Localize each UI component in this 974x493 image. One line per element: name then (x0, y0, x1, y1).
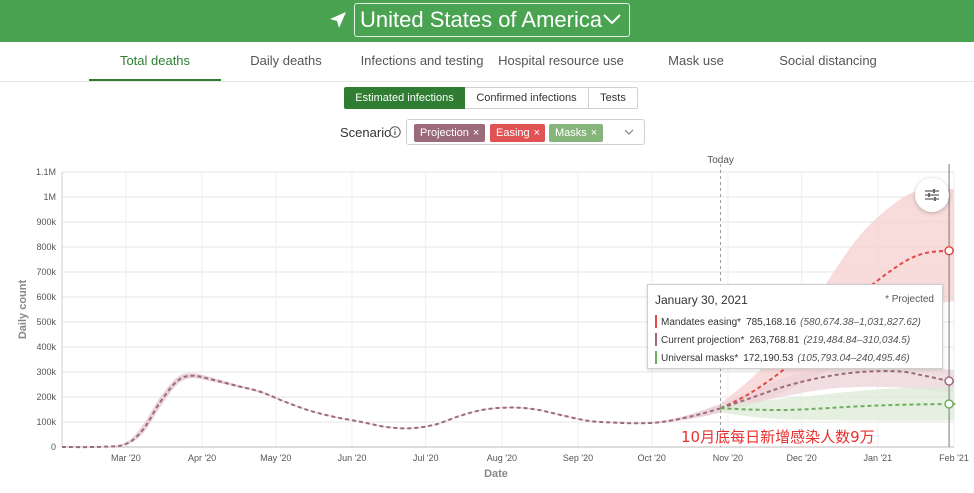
tooltip-value: 263,768.81 (749, 335, 800, 346)
x-tick-label: Jul '20 (413, 453, 439, 463)
tooltip-date: January 30, 2021 (655, 293, 748, 307)
y-tick-label: 500k (36, 317, 56, 327)
chip-masks-label: Masks (555, 127, 587, 139)
toggle-confirmed-infections[interactable]: Confirmed infections (465, 87, 589, 109)
metric-tabs: Total deaths Daily deaths Infections and… (0, 42, 974, 82)
x-tick-label: Mar '20 (111, 453, 141, 463)
x-tick-label: Dec '20 (787, 453, 817, 463)
chip-projection-remove[interactable]: × (472, 127, 480, 139)
scenario-label: Scenario (340, 125, 392, 140)
history-band (62, 373, 721, 448)
tooltip-range: (580,674.38–1,031,827.62) (800, 317, 921, 328)
y-tick-label: 100k (36, 417, 56, 427)
tab-infections-testing[interactable]: Infections and testing (360, 53, 484, 68)
y-tick-label: 600k (36, 292, 56, 302)
tab-mask-use[interactable]: Mask use (668, 53, 724, 68)
chevron-down-icon (603, 14, 621, 25)
x-tick-label: Jan '21 (863, 453, 892, 463)
country-select[interactable]: United States of America (354, 3, 630, 37)
series-band-2 (720, 386, 955, 421)
series-line-0 (720, 249, 955, 410)
tooltip-value: 172,190.53 (743, 353, 794, 364)
y-tick-label: 1.1M (36, 167, 56, 177)
x-axis-title: Date (484, 468, 508, 480)
x-tick-label: Aug '20 (487, 453, 517, 463)
tooltip-swatch (655, 351, 657, 364)
chip-easing-remove[interactable]: × (533, 127, 541, 139)
tooltip-swatch (655, 315, 657, 328)
series-line-1 (720, 370, 955, 410)
chip-projection[interactable]: Projection × (414, 124, 485, 142)
x-tick-label: Jun '20 (338, 453, 367, 463)
x-tick-label: Oct '20 (638, 453, 666, 463)
tooltip-range: (219,484.84–310,034.5) (803, 335, 911, 346)
top-bar: United States of America (0, 0, 974, 42)
y-tick-label: 0 (51, 442, 56, 452)
series-band-1 (720, 364, 954, 413)
today-label: Today (707, 155, 734, 166)
info-icon[interactable] (389, 126, 401, 138)
y-tick-label: 700k (36, 267, 56, 277)
tab-total-deaths[interactable]: Total deaths (119, 53, 191, 68)
history-line (61, 374, 721, 449)
location-arrow-icon[interactable] (328, 10, 348, 30)
sliders-icon (925, 189, 939, 201)
scenario-select[interactable]: Projection × Easing × Masks × (406, 119, 645, 145)
toggle-estimated-infections[interactable]: Estimated infections (344, 87, 465, 109)
tooltip-row: Mandates easing* 785,168.16 (580,674.38–1,… (655, 315, 921, 331)
chip-projection-label: Projection (420, 127, 469, 139)
x-tick-label: Feb '21 (939, 453, 969, 463)
annotation-text: 10月底每日新增感染人数9万 (681, 428, 875, 446)
tooltip-series-name: Universal masks* (661, 353, 739, 364)
active-tab-underline (89, 79, 221, 81)
tooltip-row: Current projection* 263,768.81 (219,484.84… (655, 333, 910, 349)
x-tick-label: Nov '20 (713, 453, 743, 463)
tab-social-distancing[interactable]: Social distancing (779, 53, 877, 68)
y-tick-label: 200k (36, 392, 56, 402)
chip-easing-label: Easing (496, 127, 530, 139)
tooltip: January 30, 2021 * Projected Mandates ea… (647, 284, 943, 369)
tab-hospital-resource-use[interactable]: Hospital resource use (498, 53, 624, 68)
chip-masks-remove[interactable]: × (590, 127, 598, 139)
tooltip-note: * Projected (885, 294, 934, 305)
hover-marker-0 (944, 245, 954, 256)
chevron-down-icon[interactable] (624, 128, 634, 136)
x-tick-label: Apr '20 (188, 453, 216, 463)
hover-marker-2 (944, 399, 954, 409)
tooltip-series-name: Current projection* (661, 335, 745, 346)
country-label: United States of America (360, 7, 603, 32)
tooltip-series-name: Mandates easing* (661, 317, 742, 328)
tooltip-value: 785,168.16 (746, 317, 797, 328)
y-axis-title: Daily count (17, 280, 29, 340)
y-tick-label: 400k (36, 342, 56, 352)
x-tick-label: May '20 (260, 453, 291, 463)
tooltip-swatch (655, 333, 657, 346)
toggle-tests[interactable]: Tests (589, 87, 638, 109)
y-tick-label: 800k (36, 242, 56, 252)
tooltip-range: (105,793.04–240,495.46) (797, 353, 910, 364)
chart-settings-button[interactable] (915, 178, 949, 212)
tooltip-row: Universal masks* 172,190.53 (105,793.04–24… (655, 351, 910, 367)
chip-masks[interactable]: Masks × (549, 124, 603, 142)
y-tick-label: 300k (36, 367, 56, 377)
chip-easing[interactable]: Easing × (490, 124, 545, 142)
x-tick-label: Sep '20 (563, 453, 593, 463)
tab-daily-deaths[interactable]: Daily deaths (250, 53, 322, 68)
y-tick-label: 900k (36, 217, 56, 227)
y-tick-label: 1M (43, 192, 56, 202)
hover-marker-1 (944, 376, 954, 386)
